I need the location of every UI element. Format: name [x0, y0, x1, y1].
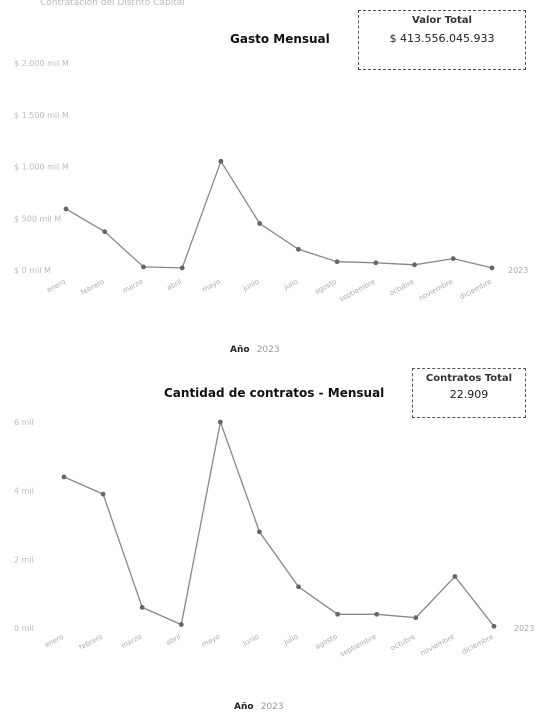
x-tick-label: noviembre — [419, 633, 456, 658]
x-axis-label: Año — [230, 345, 250, 355]
data-point — [179, 265, 185, 271]
x-tick-label: marzo — [121, 278, 144, 295]
year-label: 2023 — [508, 266, 528, 275]
data-point — [374, 611, 380, 617]
y-tick-label: $ 500 mil M — [14, 214, 61, 223]
data-point — [373, 260, 379, 266]
x-tick-label: abril — [165, 633, 182, 647]
data-point — [63, 206, 69, 212]
kpi-label: Valor Total — [412, 15, 472, 26]
x-tick-label: octubre — [389, 633, 416, 653]
x-tick-label: junio — [241, 278, 261, 294]
data-point — [102, 229, 108, 235]
y-tick-label: 4 mil — [14, 487, 34, 496]
x-tick-label: agosto — [314, 633, 339, 651]
x-tick-label: julio — [282, 633, 299, 647]
data-point — [218, 158, 224, 164]
top-banner: Contratación del Distrito Capital — [40, 0, 340, 6]
x-tick-label: septiembre — [339, 633, 378, 659]
y-tick-label: $ 1.000 mil M — [14, 163, 69, 172]
series-line — [65, 159, 493, 269]
x-axis-title: Año 2023 — [230, 345, 280, 355]
x-tick-label: diciembre — [458, 278, 492, 301]
data-point — [257, 221, 263, 226]
data-point — [450, 256, 456, 262]
kpi-value: 22.909 — [449, 388, 489, 401]
data-point — [100, 491, 106, 497]
x-tick-label: febrero — [80, 278, 106, 297]
data-point — [139, 605, 145, 610]
x-tick-label: enero — [43, 633, 64, 649]
data-point — [217, 419, 223, 425]
data-point — [489, 265, 495, 271]
contratos-mensual-panel: 0 mil 2 mil 4 mil 6 mil enero febrero marzo abr… — [0, 360, 540, 719]
y-tick-label: $ 0 mil M — [14, 266, 51, 275]
data-point — [452, 574, 458, 579]
data-point — [296, 584, 301, 590]
x-tick-label: agosto — [313, 278, 338, 296]
y-tick-label: 0 mil — [14, 624, 34, 633]
x-tick-label: abril — [166, 278, 183, 292]
top-banner-text: Contratación del Distrito Capital — [40, 0, 185, 6]
series-line — [63, 419, 495, 627]
x-tick-label: mayo — [201, 278, 222, 294]
data-point — [334, 259, 340, 265]
contratos-mensual-chart: 0 mil 2 mil 4 mil 6 mil enero febrero marzo abr… — [14, 418, 534, 659]
x-tick-label: junio — [241, 633, 261, 649]
data-point — [295, 246, 301, 252]
data-point — [178, 622, 184, 627]
x-tick-label: mayo — [200, 633, 221, 649]
x-axis-label: Año — [234, 702, 254, 712]
x-tick-label: julio — [282, 278, 299, 292]
gasto-mensual-chart: $ 0 mil M $ 500 mil M $ 1.000 mil M $ 1.500… — [14, 59, 528, 304]
x-tick-label: marzo — [120, 633, 143, 650]
x-tick-label: noviembre — [417, 278, 454, 303]
x-tick-label: febrero — [78, 633, 104, 652]
contratos-total-card: Contratos Total 22.909 — [412, 368, 526, 418]
data-point — [413, 615, 419, 621]
chart-title: Cantidad de contratos - Mensual — [164, 386, 385, 400]
y-tick-label: 6 mil — [14, 418, 34, 427]
y-tick-label: $ 1.500 mil M — [14, 111, 69, 120]
x-tick-label: diciembre — [460, 633, 494, 656]
x-tick-label: octubre — [388, 278, 415, 298]
data-point — [61, 474, 67, 480]
y-tick-label: $ 2.000 mil M — [14, 59, 69, 68]
data-point — [257, 529, 262, 535]
x-axis-title: Año 2023 — [234, 702, 284, 712]
x-axis-value: 2023 — [256, 345, 280, 355]
data-point — [412, 262, 417, 268]
valor-total-card: Valor Total $ 413.556.045.933 — [358, 10, 526, 70]
kpi-value: $ 413.556.045.933 — [389, 32, 495, 45]
year-label: 2023 — [514, 624, 534, 633]
x-axis-value: 2023 — [260, 702, 284, 712]
data-point — [141, 264, 146, 270]
data-point — [491, 623, 497, 629]
data-point — [335, 611, 341, 617]
chart-title: Gasto Mensual — [230, 32, 330, 46]
gasto-mensual-panel: $ 0 mil M $ 500 mil M $ 1.000 mil M $ 1.500… — [0, 8, 540, 360]
kpi-label: Contratos Total — [425, 373, 513, 384]
y-tick-label: 2 mil — [14, 555, 34, 564]
x-tick-label: septiembre — [338, 278, 377, 304]
x-tick-label: enero — [45, 278, 66, 294]
